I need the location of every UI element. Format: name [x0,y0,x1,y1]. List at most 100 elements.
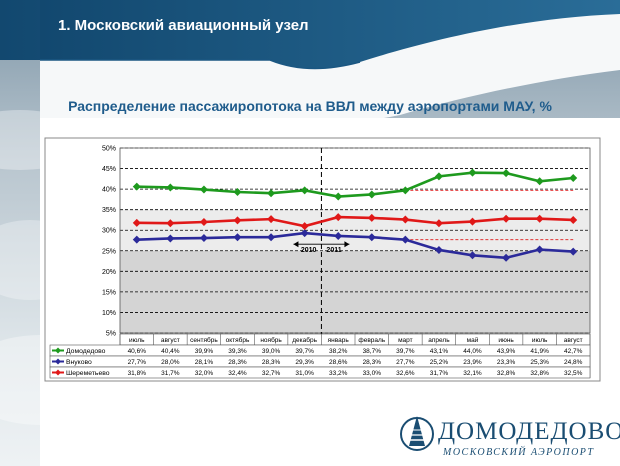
data-point [535,245,544,254]
category-label: октябрь [226,336,250,344]
data-label: 39,0% [262,348,281,355]
plot-band [120,148,590,169]
data-point [502,253,511,262]
data-point [300,229,309,238]
series-line [136,231,574,260]
plot-band [120,271,590,292]
plot-band [120,189,590,210]
data-label: 43,9% [497,348,516,355]
data-label: 33,2% [329,370,348,377]
data-point [535,214,544,223]
category-label: март [398,337,413,344]
series-line [136,171,574,198]
data-point [468,168,477,177]
category-label: январь [328,337,350,344]
data-label: 28,0% [161,359,180,366]
data-label: 31,8% [128,370,147,377]
y-tick-label: 20% [102,269,116,276]
data-label: 39,9% [195,348,214,355]
category-label: июль [129,337,145,344]
year-label-2011: 2011 [326,247,341,254]
data-label: 31,7% [430,370,449,377]
plot-band [120,230,590,251]
logo-name: ДОМОДЕДОВО [438,418,620,445]
y-tick-label: 15% [102,289,116,296]
data-label: 32,6% [396,370,415,377]
data-label: 39,7% [295,348,314,355]
data-point [132,218,141,227]
data-label: 33,0% [363,370,382,377]
data-label: 27,7% [128,359,147,366]
category-label: апрель [428,337,450,344]
table-row [49,366,591,379]
series-line [136,215,574,228]
data-point [367,233,376,242]
data-label: 25,3% [530,359,549,366]
data-point [300,186,309,195]
data-point [434,172,443,181]
y-tick-label: 5% [106,331,116,338]
data-point [267,233,276,242]
data-label: 39,7% [396,348,415,355]
category-label: июль [532,337,548,344]
category-label: декабрь [292,336,317,344]
data-label: 38,2% [329,348,348,355]
data-point [468,251,477,260]
data-point [334,231,343,240]
data-label: 25,2% [430,359,449,366]
legend-name: Шереметьево [66,370,110,377]
page-header-title: 1. Московский авиационный узел [58,17,309,34]
plot-area-border [119,147,591,334]
data-label: 28,3% [262,359,281,366]
data-label: 32,4% [228,370,247,377]
y-tick-label: 30% [102,228,116,235]
data-point [401,186,410,195]
y-tick-label: 10% [102,310,116,317]
data-point [166,219,175,228]
data-label: 42,7% [564,348,583,355]
data-point [569,174,578,183]
data-label: 23,3% [497,359,516,366]
category-label: июнь [498,337,514,344]
data-point [468,217,477,226]
legend-name: Домодедово [66,348,106,355]
data-point [300,222,309,231]
category-label: август [161,337,180,344]
y-tick-label: 25% [102,248,116,255]
data-point [334,213,343,222]
category-label: сентябрь [190,336,218,344]
data-point [199,234,208,243]
data-label: 28,6% [329,359,348,366]
legend-marker-icon [55,347,61,354]
data-label: 32,7% [262,370,281,377]
data-label: 43,1% [430,348,449,355]
data-point [199,185,208,194]
arrow-left-icon [293,241,299,248]
y-tick-label: 50% [102,146,116,153]
data-point [132,235,141,244]
data-label: 41,9% [530,348,549,355]
data-point [267,189,276,198]
data-label: 23,9% [463,359,482,366]
y-tick-label: 45% [102,166,116,173]
data-point [199,218,208,226]
data-label: 32,1% [463,370,482,377]
logo-subtitle: МОСКОВСКИЙ АЭРОПОРТ [443,447,595,458]
data-label: 31,0% [295,370,314,377]
data-label: 39,3% [228,348,247,355]
data-label: 29,3% [295,359,314,366]
data-point [132,182,141,191]
data-point [434,245,443,254]
data-point [434,219,443,228]
data-point [569,215,578,224]
data-point [367,213,376,222]
legend-marker-icon [55,358,61,365]
year-label-2010: 2010 [301,247,317,254]
data-label: 28,3% [363,359,382,366]
category-label: август [564,337,583,344]
category-label: ноябрь [260,336,282,344]
data-label: 32,8% [530,370,549,377]
data-point [502,169,511,178]
data-point [401,215,410,224]
